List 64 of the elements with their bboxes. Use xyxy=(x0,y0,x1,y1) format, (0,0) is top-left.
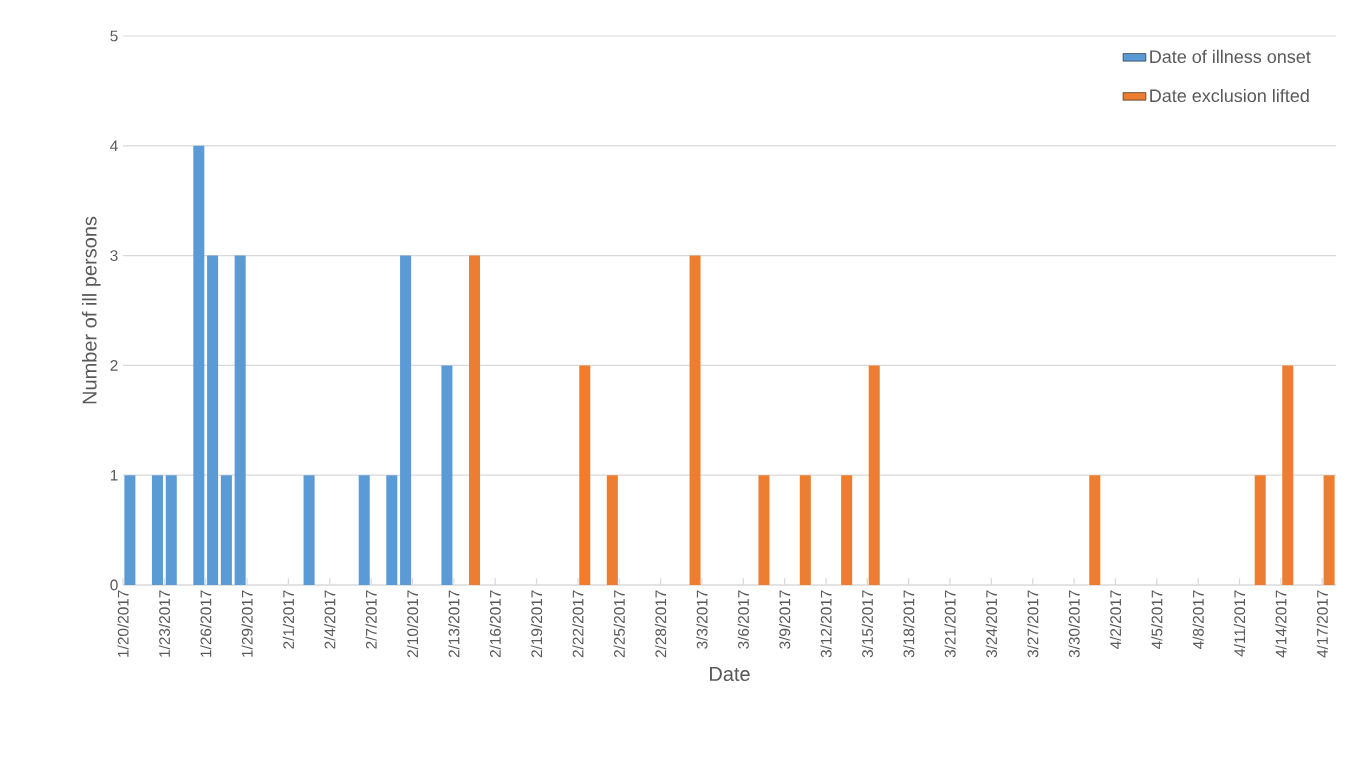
x-tick-label: 3/24/2017 xyxy=(985,590,998,658)
bar xyxy=(841,475,853,585)
bar xyxy=(868,365,880,585)
x-tick-label: 3/30/2017 xyxy=(1068,590,1080,658)
bar xyxy=(1323,475,1335,585)
bar xyxy=(151,475,163,585)
x-tick-label: 1/26/2017 xyxy=(200,590,212,657)
x-tick-label: 3/27/2017 xyxy=(1027,590,1039,658)
y-axis-title: Number of ill persons xyxy=(81,216,101,404)
bar xyxy=(165,475,177,585)
x-tick-label: 4/8/2017 xyxy=(1192,590,1204,650)
x-tick-label: 1/29/2017 xyxy=(241,590,253,657)
x-tick-label: 4/5/2017 xyxy=(1151,590,1163,650)
bar xyxy=(303,475,315,585)
bar xyxy=(1282,365,1294,585)
y-tick-label: 3 xyxy=(110,250,118,262)
x-tick-label: 2/19/2017 xyxy=(530,590,543,658)
x-tick-label: 2/22/2017 xyxy=(572,590,584,658)
legend-label: Date of illness onset xyxy=(1150,49,1311,64)
x-tick-label: 3/9/2017 xyxy=(779,590,791,649)
x-tick-label: 2/25/2017 xyxy=(613,590,625,658)
x-tick-label: 1/20/2017 xyxy=(117,590,129,657)
y-tick-label: 2 xyxy=(110,360,118,371)
bar xyxy=(220,475,232,585)
x-tick-label: 2/13/2017 xyxy=(448,590,460,658)
x-tick-label: 4/2/2017 xyxy=(1109,590,1122,650)
bar xyxy=(1254,475,1266,585)
x-tick-label: 2/4/2017 xyxy=(324,590,336,649)
x-tick-label: 3/12/2017 xyxy=(820,590,832,658)
x-tick-label: 3/15/2017 xyxy=(861,590,873,658)
x-axis-title: Date xyxy=(710,667,750,682)
y-tick-label: 1 xyxy=(110,469,118,481)
x-tick-label: 2/28/2017 xyxy=(654,590,667,658)
x-tick-label: 2/10/2017 xyxy=(406,590,419,658)
x-tick-label: 2/7/2017 xyxy=(365,590,377,649)
bar xyxy=(400,255,412,585)
bar xyxy=(689,255,701,585)
bar xyxy=(386,475,398,585)
y-tick-label: 0 xyxy=(110,579,118,591)
x-tick-label: 3/3/2017 xyxy=(696,590,708,649)
x-tick-label: 2/1/2017 xyxy=(282,590,295,649)
bar xyxy=(606,475,618,585)
x-tick-label: 4/11/2017 xyxy=(1233,590,1246,657)
bar xyxy=(124,475,136,585)
bar xyxy=(758,475,770,585)
x-tick-label: 4/17/2017 xyxy=(1316,590,1328,658)
bar xyxy=(441,365,453,585)
x-tick-label: 3/21/2017 xyxy=(944,590,956,658)
bar xyxy=(234,255,246,585)
bar xyxy=(799,475,811,585)
bar xyxy=(207,255,219,585)
x-tick-label: 1/23/2017 xyxy=(158,590,170,657)
x-tick-label: 2/16/2017 xyxy=(489,590,501,658)
legend-label: Date exclusion lifted xyxy=(1150,88,1309,103)
y-tick-label: 4 xyxy=(110,140,118,152)
bar xyxy=(579,365,591,585)
bar xyxy=(468,255,481,585)
bar xyxy=(193,145,205,585)
bar xyxy=(1089,475,1101,585)
x-tick-label: 3/6/2017 xyxy=(737,590,749,649)
x-tick-label: 3/18/2017 xyxy=(903,590,915,658)
bar xyxy=(358,475,370,585)
y-tick-label: 5 xyxy=(110,30,118,42)
x-tick-label: 4/14/2017 xyxy=(1275,590,1287,658)
